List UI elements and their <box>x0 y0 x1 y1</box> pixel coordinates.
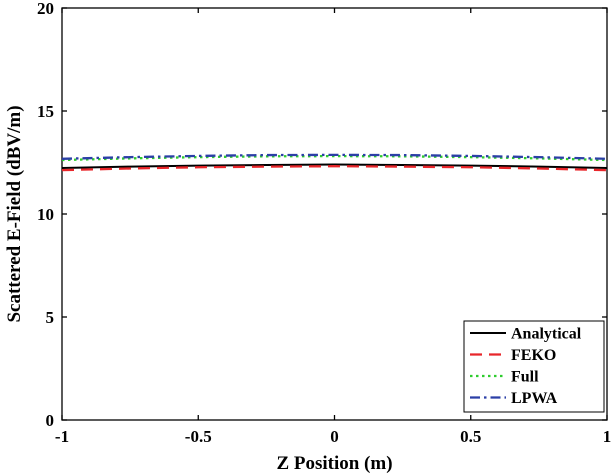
series-line-full <box>61 154 608 162</box>
y-tick-label: 10 <box>37 205 54 224</box>
legend: Analytical FEKO Full LPWA <box>463 320 605 413</box>
y-tick-label: 0 <box>46 411 55 430</box>
x-axis: -1 -0.5 0 0.5 1 <box>55 8 611 446</box>
series-line-feko <box>61 165 608 172</box>
legend-label-lpwa: LPWA <box>511 390 558 407</box>
series-line-lpwa <box>61 153 608 160</box>
x-tick-label: 1 <box>603 427 612 446</box>
x-tick-label: 0.5 <box>460 427 481 446</box>
y-tick-label: 15 <box>37 102 54 121</box>
y-axis: 0 5 10 15 20 <box>37 0 607 430</box>
x-tick-label: 0 <box>330 427 339 446</box>
series-layer <box>61 153 608 172</box>
legend-label-analytical: Analytical <box>511 326 582 343</box>
y-axis-title: Scattered E-Field (dBV/m) <box>4 105 25 322</box>
legend-label-feko: FEKO <box>511 347 556 364</box>
x-tick-label: -0.5 <box>185 427 212 446</box>
series-line-analytical <box>61 163 608 170</box>
y-tick-label: 5 <box>46 308 55 327</box>
legend-box <box>463 320 605 413</box>
legend-label-full: Full <box>511 369 539 386</box>
y-tick-label: 20 <box>37 0 54 18</box>
x-tick-label: -1 <box>55 427 69 446</box>
x-axis-title: Z Position (m) <box>276 453 392 474</box>
